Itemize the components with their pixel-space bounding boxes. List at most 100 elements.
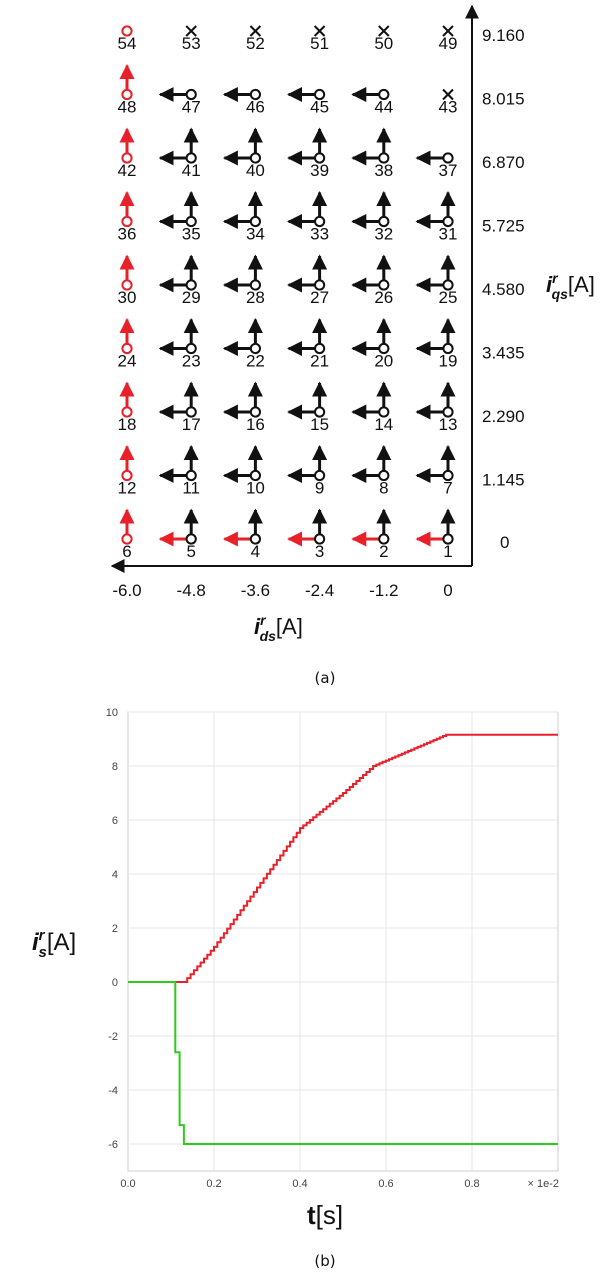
state-node-20: 20 — [351, 318, 393, 371]
node-label: 6 — [122, 542, 131, 561]
state-node-24: 24 — [118, 318, 136, 371]
t-tick-label: 0.8 — [464, 1178, 479, 1190]
node-circle — [185, 88, 197, 101]
state-node-30: 30 — [118, 254, 136, 307]
node-label: 19 — [439, 352, 458, 371]
state-node-19: 19 — [415, 318, 458, 371]
state-node-40: 40 — [222, 127, 265, 180]
state-node-39: 39 — [287, 127, 329, 180]
iqs-tick-label: 0 — [500, 533, 509, 552]
node-label: 14 — [374, 415, 393, 434]
state-node-31: 31 — [415, 191, 458, 244]
node-circle — [121, 152, 133, 164]
state-node-17: 17 — [158, 381, 201, 434]
node-label: 28 — [246, 288, 265, 307]
is-tick-label: 4 — [112, 869, 118, 881]
node-circle — [442, 533, 454, 545]
node-label: 10 — [246, 479, 265, 498]
node-label: 1 — [443, 542, 452, 561]
forbidden-mark — [442, 25, 454, 37]
node-label: 13 — [439, 415, 458, 434]
node-circle — [314, 152, 326, 164]
node-label: 45 — [310, 98, 329, 117]
node-circle — [249, 88, 261, 101]
state-node-29: 29 — [158, 254, 201, 307]
node-circle — [249, 469, 261, 482]
node-label: 37 — [439, 161, 458, 180]
state-node-38: 38 — [351, 127, 393, 180]
node-label: 21 — [310, 352, 329, 371]
node-label: 18 — [118, 415, 137, 434]
state-node-9: 9 — [287, 445, 328, 498]
node-label: 52 — [246, 34, 265, 53]
iqs-tick-label: 6.870 — [482, 153, 525, 172]
state-node-26: 26 — [351, 254, 393, 307]
state-transition-diagram: 1234567891011121314151617181920212223242… — [110, 4, 595, 687]
is-tick-label: 8 — [112, 761, 118, 773]
node-circle — [185, 342, 197, 355]
state-node-2: 2 — [351, 508, 392, 561]
series-line-0 — [128, 733, 558, 983]
node-circle — [314, 469, 326, 482]
state-node-14: 14 — [351, 381, 393, 434]
node-circle — [185, 152, 197, 164]
node-label: 22 — [246, 352, 265, 371]
state-node-54: 54 — [118, 25, 136, 53]
iqs-tick-label: 9.160 — [482, 26, 525, 45]
ids-tick-label: -6.0 — [112, 581, 141, 600]
node-circle — [121, 533, 133, 545]
node-label: 23 — [182, 352, 201, 371]
state-node-42: 42 — [118, 127, 136, 180]
t-tick-label: 0.0 — [120, 1178, 135, 1190]
t-axis-label: t[s] — [307, 1200, 343, 1230]
forbidden-mark — [185, 25, 197, 37]
forbidden-mark — [378, 25, 390, 37]
node-circle — [378, 152, 390, 164]
node-label: 5 — [186, 542, 195, 561]
state-node-22: 22 — [222, 318, 265, 371]
node-label: 41 — [182, 161, 201, 180]
state-node-21: 21 — [287, 318, 329, 371]
node-circle — [442, 469, 454, 482]
node-label: 47 — [182, 98, 201, 117]
node-circle — [314, 406, 326, 418]
state-node-16: 16 — [222, 381, 265, 434]
node-circle — [121, 215, 133, 228]
state-node-43: 43 — [439, 88, 457, 117]
node-circle — [442, 279, 454, 291]
node-label: 31 — [439, 225, 458, 244]
node-circle — [314, 279, 326, 291]
ids-tick-label: -3.6 — [241, 581, 270, 600]
is-axis-label: ir s[A] — [32, 927, 76, 961]
state-node-41: 41 — [158, 127, 201, 180]
state-node-44: 44 — [351, 87, 393, 117]
state-node-46: 46 — [222, 87, 265, 117]
state-node-28: 28 — [222, 254, 265, 307]
node-circle — [378, 215, 390, 228]
state-node-7: 7 — [415, 445, 456, 498]
node-circle — [121, 469, 133, 482]
is-tick-label: 10 — [106, 707, 118, 719]
caption-b: (b) — [314, 1252, 335, 1270]
state-node-47: 47 — [158, 87, 201, 117]
state-node-11: 11 — [158, 445, 200, 498]
state-node-34: 34 — [222, 191, 265, 244]
node-label: 39 — [310, 161, 329, 180]
state-node-3: 3 — [287, 508, 328, 561]
ids-tick-label: -4.8 — [177, 581, 206, 600]
is-tick-label: -2 — [108, 1031, 118, 1043]
node-circle — [249, 406, 261, 418]
state-node-4: 4 — [222, 508, 263, 561]
node-label: 15 — [310, 415, 329, 434]
node-label: 32 — [374, 225, 393, 244]
node-label: 38 — [374, 161, 393, 180]
node-circle — [378, 469, 390, 482]
node-circle — [185, 279, 197, 291]
forbidden-mark — [249, 25, 262, 37]
state-node-12: 12 — [118, 445, 136, 498]
state-node-45: 45 — [287, 87, 329, 117]
ids-tick-label: -2.4 — [305, 581, 334, 600]
t-tick-label: 0.4 — [292, 1178, 307, 1190]
node-label: 8 — [379, 479, 388, 498]
